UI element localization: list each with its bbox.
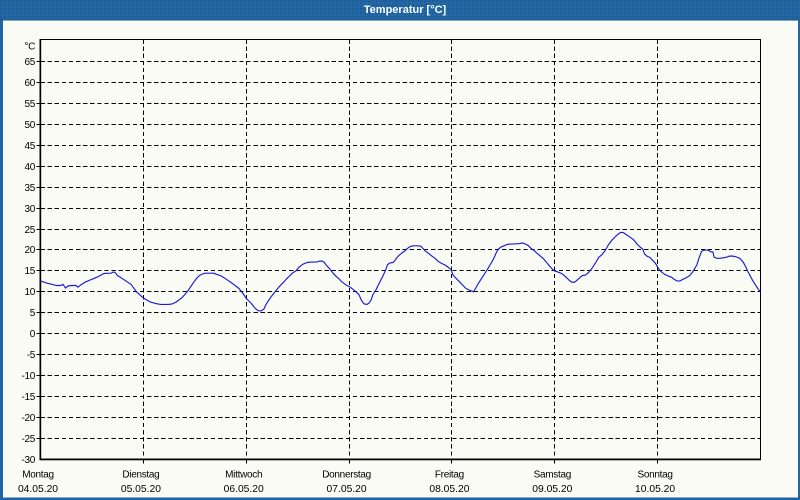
svg-text:Dienstag: Dienstag (122, 469, 159, 480)
svg-text:Sonntag: Sonntag (638, 469, 673, 480)
svg-text:04.05.20: 04.05.20 (18, 484, 58, 495)
svg-text:30: 30 (24, 204, 35, 215)
svg-text:Freitag: Freitag (435, 469, 464, 480)
svg-text:35: 35 (24, 183, 35, 194)
svg-text:-5: -5 (27, 350, 36, 361)
svg-text:-15: -15 (21, 392, 35, 403)
svg-text:-20: -20 (21, 413, 35, 424)
svg-text:Montag: Montag (22, 469, 54, 480)
svg-text:Samstag: Samstag (534, 469, 571, 480)
svg-text:40: 40 (24, 162, 35, 173)
svg-text:65: 65 (24, 57, 35, 68)
svg-text:-30: -30 (21, 455, 35, 466)
svg-text:25: 25 (24, 225, 35, 236)
svg-text:05.05.20: 05.05.20 (121, 484, 161, 495)
svg-text:Donnerstag: Donnerstag (322, 469, 371, 480)
svg-text:45: 45 (24, 141, 35, 152)
svg-text:10.05.20: 10.05.20 (635, 484, 675, 495)
svg-text:07.05.20: 07.05.20 (327, 484, 367, 495)
svg-text:10: 10 (24, 287, 35, 298)
svg-text:06.05.20: 06.05.20 (224, 484, 264, 495)
svg-text:55: 55 (24, 99, 35, 110)
svg-text:Mittwoch: Mittwoch (225, 469, 262, 480)
svg-text:-10: -10 (21, 371, 35, 382)
svg-text:60: 60 (24, 78, 35, 89)
svg-text:09.05.20: 09.05.20 (532, 484, 572, 495)
svg-text:°C: °C (24, 42, 35, 53)
svg-text:15: 15 (24, 266, 35, 277)
svg-text:-25: -25 (21, 434, 35, 445)
svg-text:08.05.20: 08.05.20 (429, 484, 469, 495)
svg-text:Temperatur [°C]: Temperatur [°C] (364, 4, 447, 16)
svg-text:0: 0 (30, 329, 36, 340)
svg-text:50: 50 (24, 120, 35, 131)
svg-text:5: 5 (30, 308, 36, 319)
svg-text:20: 20 (24, 245, 35, 256)
